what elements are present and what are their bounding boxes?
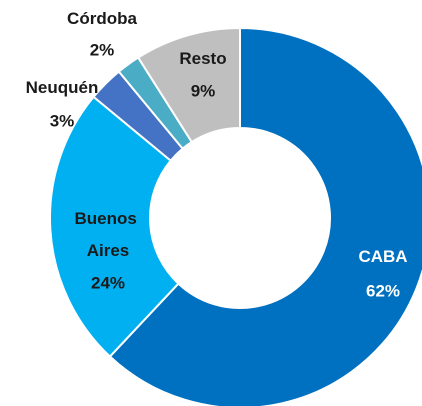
slice-label: CABA [358,247,407,266]
slice-label-line: Resto [179,49,226,68]
slice-value-label: 62% [366,281,400,300]
slice-label-line: Neuquén [26,78,99,97]
slice-label-line: Aires [87,241,130,260]
slice-label-line: Buenos [74,209,141,228]
slice-label: Córdoba [67,9,137,28]
slice-label-line: CABA [358,247,407,266]
slice-value-label: 9% [191,81,216,100]
slice-value-label: 2% [90,40,115,59]
slice-value-label: 3% [50,111,75,130]
donut-slice [136,26,241,144]
slice-label-line: Córdoba [67,9,137,28]
donut-slice [108,26,422,406]
slice-label: Buenos Aires [74,209,141,260]
donut-slice [49,95,180,358]
slice-value-label: 24% [91,273,125,292]
slice-label: Neuquén [26,78,99,97]
slice-label: Resto [179,49,226,68]
